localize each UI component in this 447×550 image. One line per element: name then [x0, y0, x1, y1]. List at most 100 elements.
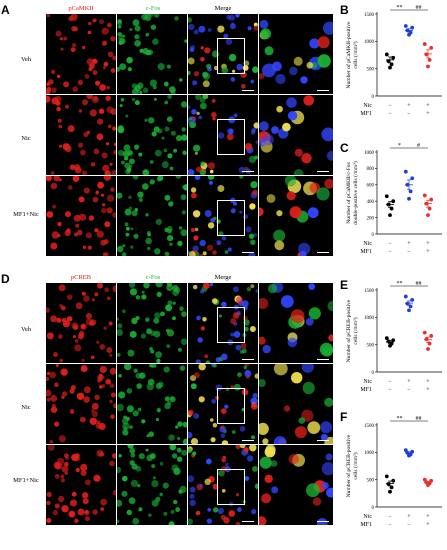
micrograph-a-r1-green [117, 14, 187, 94]
data-point [410, 297, 415, 302]
treatment-label-nic: Nic [363, 241, 372, 247]
data-point [426, 64, 430, 69]
treatment-sign-nic: + [426, 241, 430, 247]
y-tick-label: 600 [367, 184, 375, 189]
row-label-veh-a: Veh [20, 56, 32, 63]
treatment-sign-mf1: − [407, 249, 411, 255]
micrograph-d-r1-merge [188, 283, 258, 363]
micrograph-d-r3-green [117, 445, 187, 525]
data-point [403, 448, 408, 453]
y-tick-label: 500 [367, 67, 375, 72]
data-point [426, 213, 430, 218]
treatment-sign-nic: + [426, 514, 430, 520]
data-point [410, 176, 415, 181]
data-point [403, 24, 408, 28]
micrograph-d-r1-red [46, 283, 116, 363]
sig-label-left: ** [397, 416, 403, 422]
micrograph-d-r1-zoom [259, 283, 333, 363]
row-label-mf1nic-d: MF1+Nic [13, 477, 39, 484]
micrograph-a-r2-zoom [259, 95, 333, 175]
micrograph-a-r2-merge [188, 95, 258, 175]
data-point [403, 169, 408, 174]
zoom-inset-box [217, 469, 246, 505]
treatment-sign-mf1: + [426, 387, 430, 393]
scale-bar [317, 171, 329, 172]
ylabel-line: double-positive cells (/mm²) [352, 161, 359, 225]
treatment-sign-mf1: + [426, 522, 430, 528]
y-tick-label: 1500 [364, 13, 375, 18]
treatment-sign-nic: + [426, 379, 430, 385]
data-point [384, 336, 389, 341]
panel-letter-f: F [340, 410, 348, 424]
data-point [391, 55, 396, 60]
treatment-sign-mf1: − [388, 522, 392, 528]
data-point [384, 474, 389, 479]
treatment-sign-mf1: − [388, 387, 392, 393]
panel-letter-a: A [1, 3, 10, 17]
y-tick-label: 1500 [364, 424, 375, 429]
y-tick-label: 500 [367, 343, 375, 348]
micrograph-d-r3-merge [188, 445, 258, 525]
panel-letter-b: B [340, 3, 349, 17]
data-point [408, 30, 413, 35]
data-point [422, 193, 427, 198]
data-point [422, 477, 427, 482]
ylabel-line: cells (/mm²) [352, 41, 359, 68]
treatment-sign-nic: + [407, 379, 411, 385]
treatment-sign-mf1: + [426, 249, 430, 255]
micrograph-a-r3-merge [188, 176, 258, 256]
treatment-sign-mf1: + [426, 111, 430, 117]
scale-bar [242, 252, 254, 253]
sig-label-left: ** [397, 5, 403, 11]
y-tick-label: 500 [367, 478, 375, 483]
treatment-sign-nic: + [407, 241, 411, 247]
chart-b: Number of pCaMKII-positive cells (/mm²) 0 5… [340, 0, 447, 135]
scale-bar [317, 521, 329, 522]
zoom-inset-box [217, 38, 246, 74]
treatment-label-nic: Nic [363, 379, 372, 385]
data-point [388, 489, 392, 494]
treatment-sign-nic: − [388, 103, 392, 109]
y-tick-label: 0 [372, 371, 375, 376]
treatment-sign-nic: + [407, 103, 411, 109]
y-tick-label: 1000 [364, 451, 375, 456]
y-tick-label: 0 [372, 506, 375, 511]
scale-bar [317, 90, 329, 91]
treatment-sign-mf1: − [407, 387, 411, 393]
ylabel-line: cells (/mm²) [352, 452, 359, 479]
treatment-sign-mf1: − [407, 111, 411, 117]
scale-bar [317, 440, 329, 441]
micrograph-a-r1-zoom [259, 14, 333, 94]
data-point [424, 337, 429, 342]
data-point [429, 478, 434, 483]
data-point [424, 52, 429, 57]
chart-f: Number of pCREB-positive cells (/mm²) 0 500… [340, 411, 447, 549]
y-tick-label: 1000 [364, 316, 375, 321]
y-tick-label: 400 [367, 200, 375, 205]
micrograph-a-r1-red [46, 14, 116, 94]
treatment-sign-nic: + [426, 103, 430, 109]
micrograph-d-r3-zoom [259, 445, 333, 525]
treatment-label-nic: Nic [363, 103, 372, 109]
scale-bar [242, 359, 254, 360]
ylabel-line: Number of pCaMKII-positive [345, 21, 352, 89]
scale-bar [242, 90, 254, 91]
micrograph-a-r3-green [117, 176, 187, 256]
data-point [386, 482, 391, 486]
col-header-pcamkii: pCaMKII [68, 5, 94, 12]
treatment-label-mf1: MF1 [360, 522, 372, 528]
treatment-sign-mf1: − [388, 249, 392, 255]
treatment-sign-mf1: − [407, 522, 411, 528]
data-point [389, 62, 394, 67]
y-tick-label: 1000 [364, 40, 375, 45]
data-point [429, 45, 434, 50]
data-point [426, 347, 430, 351]
treatment-sign-nic: − [388, 241, 392, 247]
zoom-inset-box [217, 119, 246, 155]
micrograph-a-r2-green [117, 95, 187, 175]
y-tick-label: 1000 [364, 151, 375, 156]
micrograph-a-r1-merge [188, 14, 258, 94]
data-point [391, 338, 396, 343]
data-point [403, 294, 408, 299]
row-label-veh-d: Veh [20, 326, 32, 333]
